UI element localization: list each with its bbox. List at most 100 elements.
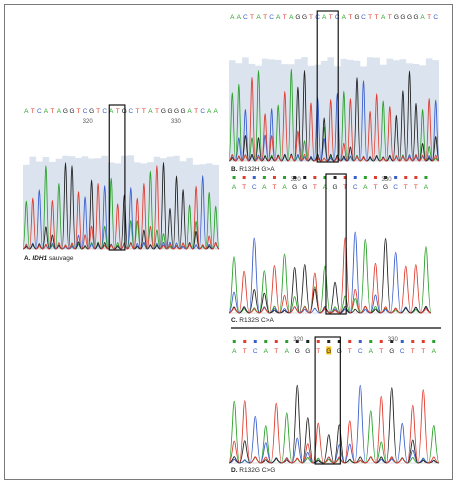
base-call: A — [230, 14, 235, 21]
base-call: T — [348, 14, 352, 21]
base-call: C — [269, 14, 274, 21]
base-call: C — [433, 14, 438, 21]
base-call: T — [373, 184, 377, 191]
caption-r132g: D. R132G C>G — [231, 467, 276, 474]
base-call: T — [343, 184, 347, 191]
position-label: 320 — [293, 337, 304, 343]
base-call: G — [305, 348, 310, 355]
base-call: G — [295, 14, 300, 21]
base-call: C — [102, 108, 107, 115]
base-call: A — [44, 108, 49, 115]
base-call: T — [31, 108, 35, 115]
base-call: C — [252, 184, 257, 191]
trace-a — [229, 238, 431, 314]
base-quality-dot — [333, 176, 337, 179]
base-call: A — [232, 184, 237, 191]
base-call: T — [368, 14, 372, 21]
caption-r132s: C. R132S C>A — [231, 317, 274, 324]
base-call: A — [342, 14, 347, 21]
mutation-box — [316, 10, 339, 163]
base-call: G — [414, 14, 419, 21]
base-quality-dot — [232, 176, 236, 179]
base-call: C — [253, 348, 258, 355]
base-call: T — [272, 184, 276, 191]
base-quality-dot — [411, 340, 415, 343]
base-call: G — [302, 184, 307, 191]
base-call: T — [96, 108, 100, 115]
base-quality-dot — [400, 340, 404, 343]
base-call: C — [393, 184, 398, 191]
base-call: A — [187, 108, 192, 115]
base-call: C — [400, 348, 405, 355]
trace-c — [229, 384, 439, 464]
base-quality-dot — [272, 176, 276, 179]
divider-line — [231, 327, 441, 329]
base-call: A — [256, 14, 261, 21]
base-call: T — [283, 14, 287, 21]
base-quality-dot — [283, 176, 287, 179]
base-quality-dot — [264, 340, 268, 343]
base-call: G — [337, 348, 342, 355]
base-quality-dot — [253, 340, 257, 343]
base-call: T — [243, 348, 247, 355]
base-call: A — [363, 184, 368, 191]
quality-shading — [229, 57, 439, 161]
base-call: A — [323, 184, 328, 191]
base-call: T — [411, 348, 415, 355]
position-label: 330 — [388, 337, 399, 343]
base-call: A — [322, 14, 327, 21]
base-call: G — [354, 14, 359, 21]
base-quality-dot — [432, 340, 436, 343]
base-call: T — [313, 184, 317, 191]
base-quality-dot — [373, 176, 377, 179]
base-quality-dot — [358, 340, 362, 343]
base-quality-dot — [363, 176, 367, 179]
trace-a — [229, 400, 439, 464]
base-quality-dot — [316, 340, 320, 343]
base-call: G — [407, 14, 412, 21]
base-call: G — [383, 184, 388, 191]
base-quality-dot — [421, 340, 425, 343]
base-call: A — [424, 184, 429, 191]
base-call: T — [77, 108, 81, 115]
base-call: G — [326, 348, 331, 355]
base-quality-dot — [243, 340, 247, 343]
base-quality-dot — [390, 340, 394, 343]
base-call: C — [83, 108, 88, 115]
chromatogram-panel-r132g: A T C A T A G G T G G T C A T G C T T A 320 330 — [229, 331, 439, 467]
base-call: A — [289, 14, 294, 21]
base-quality-dot — [394, 176, 398, 179]
base-call: A — [381, 14, 386, 21]
base-call: G — [161, 108, 166, 115]
base-call: G — [122, 108, 127, 115]
base-call: G — [295, 348, 300, 355]
base-call: C — [335, 14, 340, 21]
base-call: T — [142, 108, 146, 115]
base-call: T — [263, 14, 267, 21]
base-call: C — [37, 108, 42, 115]
chromatogram-panel-wild-type: A T C A T A G G T C G T C A T G C T T A T G G G G A T C A A 320 330 — [23, 101, 219, 253]
base-call: C — [361, 14, 366, 21]
base-call: A — [214, 108, 219, 115]
base-call: C — [128, 108, 133, 115]
base-call: G — [292, 184, 297, 191]
base-call: A — [285, 348, 290, 355]
mutation-box — [325, 173, 347, 315]
base-call: G — [302, 14, 307, 21]
base-quality-dot — [384, 176, 388, 179]
trace-c — [229, 231, 431, 314]
trace-t — [229, 237, 431, 314]
trace-t — [229, 389, 439, 464]
base-call: T — [135, 108, 139, 115]
base-call: T — [250, 14, 254, 21]
base-call: G — [181, 108, 186, 115]
base-call: T — [375, 14, 379, 21]
base-quality-dot — [348, 340, 352, 343]
base-quality-dot — [306, 340, 310, 343]
base-call: T — [379, 348, 383, 355]
base-quality-dot — [293, 176, 297, 179]
base-call: T — [194, 108, 198, 115]
base-call: T — [348, 348, 352, 355]
